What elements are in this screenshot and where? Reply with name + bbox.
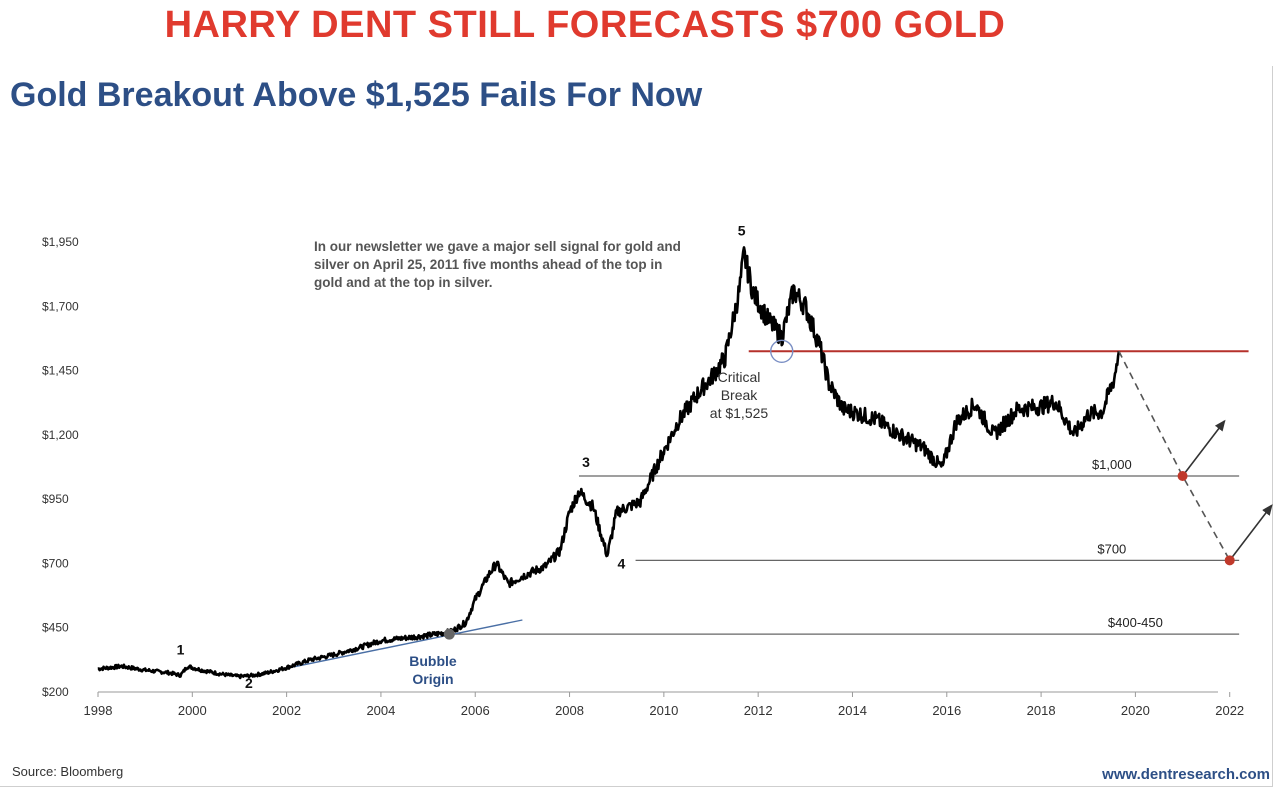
wave-label: 1 [177,642,185,658]
wave-label: 3 [582,454,590,470]
bubble-origin-dot [443,628,455,640]
newsletter-note: In our newsletter we gave a major sell s… [314,239,681,290]
critical-break-line-1: Critical [717,369,761,385]
y-tick-label: $1,450 [42,364,79,378]
x-tick-label: 2022 [1215,703,1244,718]
y-tick-label: $450 [42,621,69,635]
banner-headline: HARRY DENT STILL FORECASTS $700 GOLD [164,4,1006,46]
critical-break-line-2: Break [720,387,758,403]
rebound-arrow [1181,419,1226,477]
x-tick-label: 2020 [1121,703,1150,718]
critical-break-circle [770,339,794,363]
x-tick-label: 2014 [838,703,867,718]
critical-break-annotation: Critical Break at $1,525 [700,368,778,422]
bubble-origin-line-1: Bubble [409,653,457,669]
wave-label: 4 [618,556,626,572]
forecast-path [1118,350,1231,561]
y-tick-label: $200 [42,685,69,699]
x-tick-label: 2012 [744,703,773,718]
bubble-origin-line-2: Origin [412,671,454,687]
x-tick-label: 2008 [555,703,584,718]
y-tick-label: $1,950 [42,235,79,249]
x-tick-label: 2010 [649,703,678,718]
x-tick-label: 1998 [84,703,113,718]
chart-subtitle: Gold Breakout Above $1,525 Fails For Now [10,76,703,114]
x-tick-label: 2004 [366,703,395,718]
y-tick-label: $950 [42,492,69,506]
forecast-dot [1224,555,1235,566]
gold-price-line [97,246,1121,680]
critical-break-line-3: at $1,525 [709,405,769,421]
rebound-arrow [1229,504,1273,561]
level-label: $400-450 [1108,615,1163,630]
forecast-dot [1177,471,1188,481]
x-tick-label: 2016 [932,703,961,718]
wave-label: 5 [738,223,746,239]
y-tick-label: $1,700 [42,299,79,313]
x-tick-label: 2018 [1027,703,1056,718]
x-tick-label: 2002 [272,703,301,718]
x-tick-label: 2000 [178,703,207,718]
y-tick-label: $700 [42,556,69,570]
bubble-origin-annotation: Bubble Origin [398,652,468,688]
y-tick-label: $1,200 [42,428,79,442]
wave-label: 2 [245,675,253,691]
source-note: Source: Bloomberg [12,764,124,779]
website-link[interactable]: www.dentresearch.com [1102,766,1270,783]
level-label: $700 [1097,541,1126,556]
chart-frame [0,66,1273,787]
level-label: $1,000 [1092,457,1132,472]
x-tick-label: 2006 [461,703,490,718]
